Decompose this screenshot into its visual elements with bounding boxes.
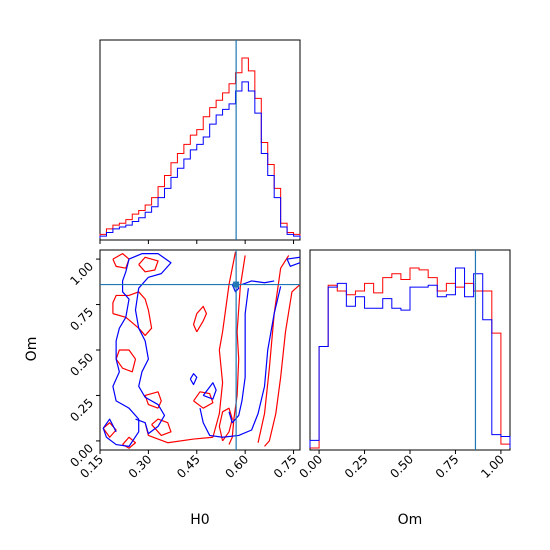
contour-series-a-1 [264, 284, 301, 447]
histogram-h0 [99, 57, 301, 238]
om-x-tick-label: 0.75 [433, 452, 462, 481]
om-x-tick-label: 1.00 [478, 452, 507, 481]
contour-series-a-7 [138, 256, 159, 273]
om-x-tick-label: 0.00 [296, 452, 325, 481]
om-x-tick-label: 0.50 [387, 452, 416, 481]
contour-series-a-8 [192, 305, 208, 333]
h0-histogram-series-a [99, 57, 301, 238]
y-axis-label-om: Om [24, 337, 40, 362]
contour-series-a-5 [112, 291, 153, 337]
h0-tick-label: 0.75 [271, 452, 300, 481]
contour-series-a-11 [151, 418, 172, 437]
contour-series-a-0 [257, 255, 290, 443]
panel-h0-histogram [99, 39, 301, 241]
truth-lines [100, 40, 477, 450]
om-x-tick-label: 0.25 [342, 452, 371, 481]
contour-plot [102, 251, 301, 449]
om-histogram-series-b [309, 267, 511, 448]
contour-series-a-4 [212, 251, 237, 438]
h0-histogram-series-b [99, 81, 301, 238]
contour-series-a-13 [218, 407, 233, 442]
contour-series-a-3 [144, 422, 213, 444]
contour-series-a-9 [115, 349, 137, 373]
om-y-tick-label: 0.75 [67, 305, 96, 334]
contour-series-a-2 [228, 255, 246, 445]
panel-h0-om-contours [99, 249, 301, 451]
om-y-tick-label: 0.25 [67, 396, 96, 425]
contour-series-b-1 [199, 286, 282, 438]
contour-series-b-5 [106, 253, 172, 447]
contour-series-b-2 [228, 288, 249, 424]
om-y-tick-label: 1.00 [67, 259, 96, 288]
contour-series-a-15 [122, 436, 137, 449]
panel-om-histogram [309, 249, 511, 451]
histogram-om [309, 267, 511, 449]
contour-series-b-4 [241, 280, 275, 286]
contour-series-b-6 [102, 418, 117, 438]
contour-series-a-6 [112, 253, 130, 269]
truth-marker [233, 281, 240, 288]
h0-tick-label: 0.45 [174, 452, 203, 481]
contour-series-a-14 [102, 422, 117, 438]
om-y-tick-label: 0.50 [67, 350, 96, 379]
contour-series-b-7 [189, 373, 198, 386]
x-axis-label-om: Om [398, 512, 423, 528]
contour-series-a-12 [193, 391, 214, 409]
h0-tick-label: 0.60 [222, 452, 251, 481]
x-axis-label-h0: H0 [190, 512, 209, 528]
contour-series-b-8 [202, 382, 217, 400]
contour-series-b-0 [286, 256, 301, 267]
h0-tick-label: 0.30 [126, 452, 155, 481]
contour-series-a-10 [144, 391, 162, 409]
